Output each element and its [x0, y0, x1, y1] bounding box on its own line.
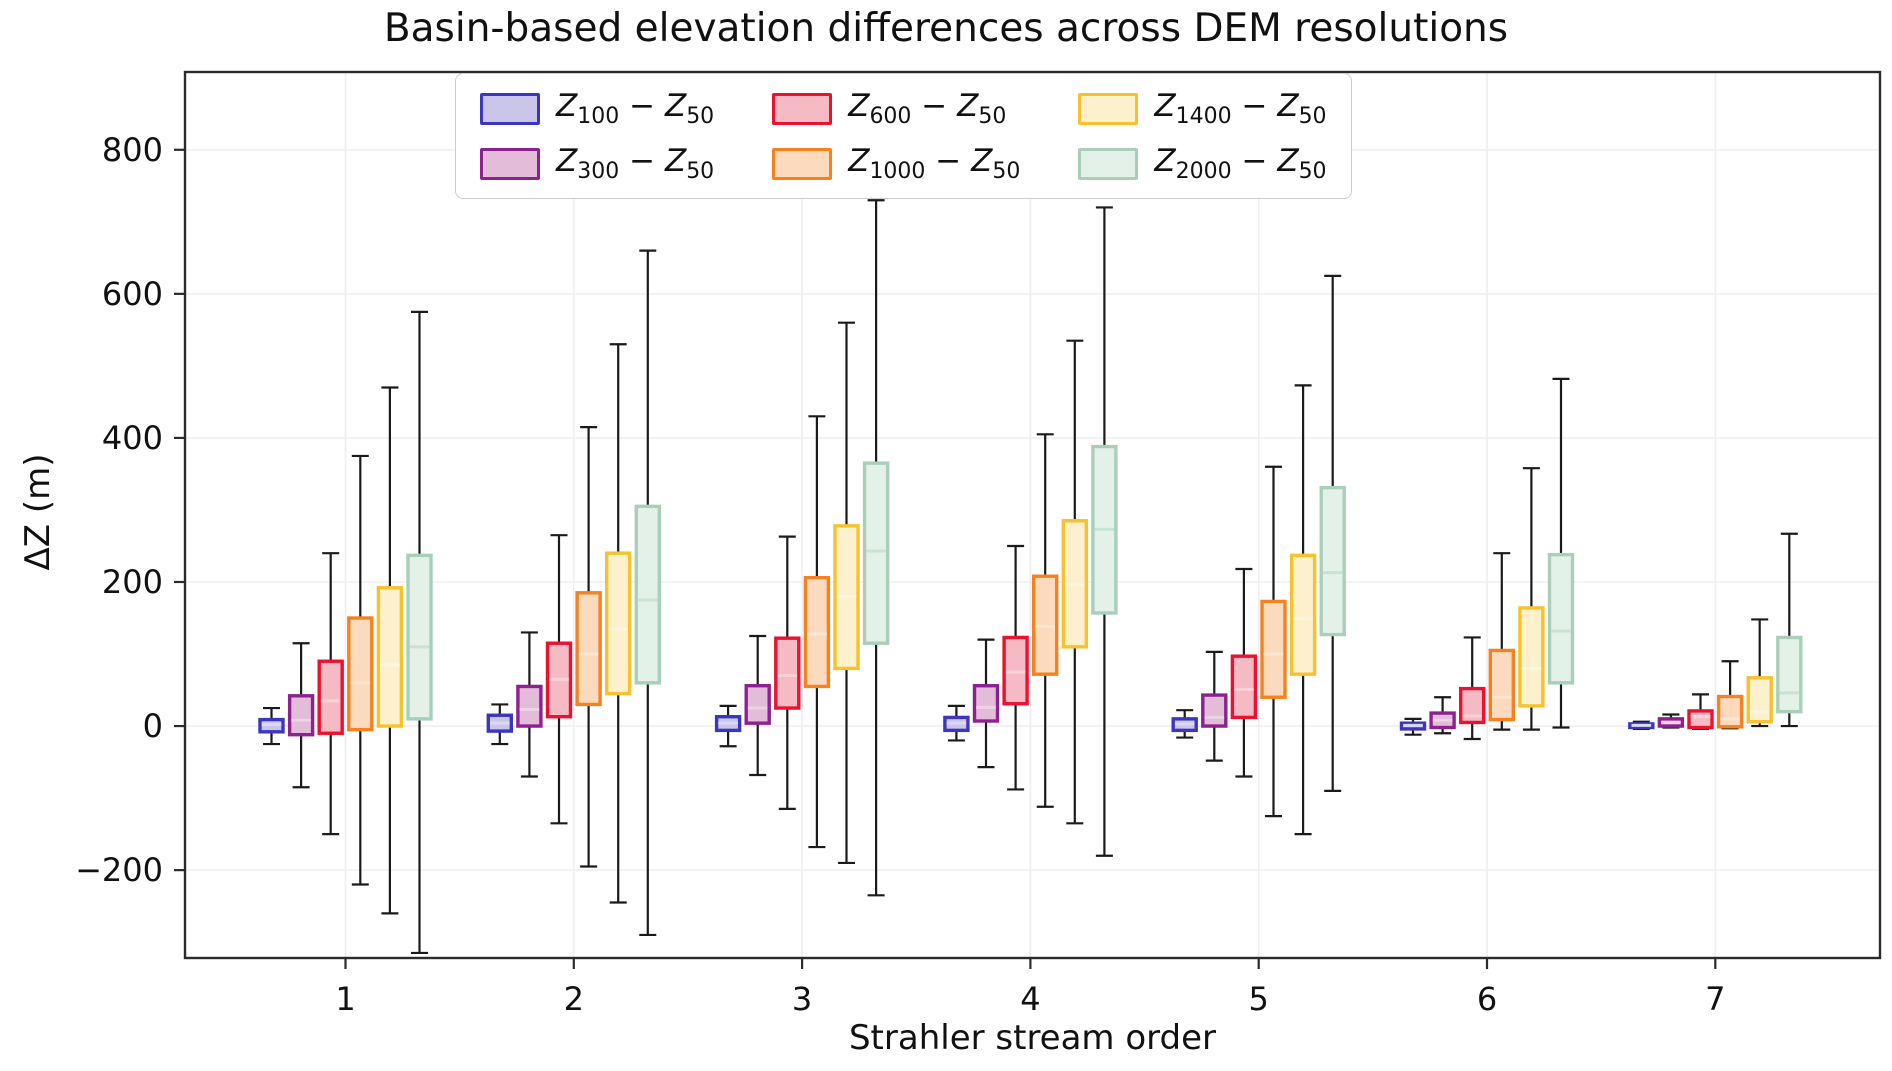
box-Z2000−Z50	[862, 461, 890, 645]
y-tick-label: −200	[75, 851, 163, 889]
x-tick-label: 2	[564, 980, 584, 1018]
box-Z600−Z50	[1687, 709, 1714, 730]
box-Z300−Z50	[516, 684, 543, 728]
legend-item-Z600−Z50: Z600 − Z50	[772, 88, 1020, 129]
legend-label: Z1000 − Z50	[848, 143, 1021, 185]
legend-swatch	[480, 147, 540, 180]
box-Z300−Z50	[1201, 693, 1228, 728]
box-Z600−Z50	[1230, 654, 1258, 720]
box-Z600−Z50	[1458, 686, 1486, 725]
x-tick-label: 3	[792, 980, 812, 1018]
box-Z2000−Z50	[406, 553, 433, 721]
y-tick-label: 600	[102, 275, 163, 313]
x-tick-label: 5	[1249, 980, 1269, 1018]
box-Z1000−Z50	[1260, 599, 1287, 699]
legend-label: Z2000 − Z50	[1154, 143, 1327, 185]
y-tick-label: 200	[102, 563, 163, 601]
y-tick-label: 800	[102, 131, 163, 169]
box-Z600−Z50	[317, 659, 344, 735]
x-axis-label: Strahler stream order	[848, 1018, 1217, 1058]
box-Z1400−Z50	[1289, 553, 1317, 676]
legend-label: Z1400 − Z50	[1154, 88, 1327, 130]
legend-swatch	[480, 92, 540, 125]
x-tick-label: 6	[1477, 980, 1497, 1018]
chart-title: Basin-based elevation differences across…	[383, 6, 1509, 51]
box-Z300−Z50	[972, 684, 1000, 723]
legend-swatch	[1078, 92, 1139, 125]
y-tick-label: 0	[143, 707, 163, 745]
box-Z2000−Z50	[1776, 635, 1803, 714]
legend-swatch	[1078, 147, 1139, 180]
y-tick-label: 400	[102, 419, 163, 457]
legend-item-Z300−Z50: Z300 − Z50	[480, 143, 714, 184]
box-Z2000−Z50	[634, 504, 661, 685]
box-Z1000−Z50	[347, 616, 374, 732]
x-tick-label: 1	[335, 980, 355, 1018]
box-Z1000−Z50	[803, 575, 831, 689]
legend-label: Z600 − Z50	[848, 88, 1007, 130]
plot-border	[183, 70, 1882, 960]
box-Z1000−Z50	[575, 591, 602, 707]
box-Z600−Z50	[774, 636, 801, 710]
x-tick-label: 7	[1705, 980, 1725, 1018]
legend-item-Z100−Z50: Z100 − Z50	[480, 88, 714, 129]
box-Z2000−Z50	[1547, 552, 1575, 685]
box-Z2000−Z50	[1319, 485, 1346, 637]
box-Z1000−Z50	[1716, 694, 1744, 729]
legend-item-Z1400−Z50: Z1400 − Z50	[1078, 88, 1327, 130]
x-tick-label: 4	[1020, 980, 1040, 1018]
box-Z1400−Z50	[1518, 606, 1545, 708]
box-Z1000−Z50	[1488, 648, 1516, 722]
legend-label: Z100 − Z50	[556, 88, 715, 130]
legend-label: Z300 − Z50	[556, 143, 715, 185]
legend: Z100 − Z50 Z300 − Z50 Z600 − Z50 Z1000 − Z5…	[455, 73, 1352, 200]
box-Z300−Z50	[744, 684, 771, 725]
legend-swatch	[772, 92, 833, 125]
box-Z1400−Z50	[376, 586, 404, 728]
box-Z1400−Z50	[605, 551, 632, 696]
legend-swatch	[772, 147, 833, 180]
box-Z1400−Z50	[1746, 676, 1773, 724]
box-Z300−Z50	[287, 694, 315, 737]
legend-item-Z1000−Z50: Z1000 − Z50	[772, 143, 1020, 184]
legend-item-Z2000−Z50: Z2000 − Z50	[1078, 143, 1327, 185]
